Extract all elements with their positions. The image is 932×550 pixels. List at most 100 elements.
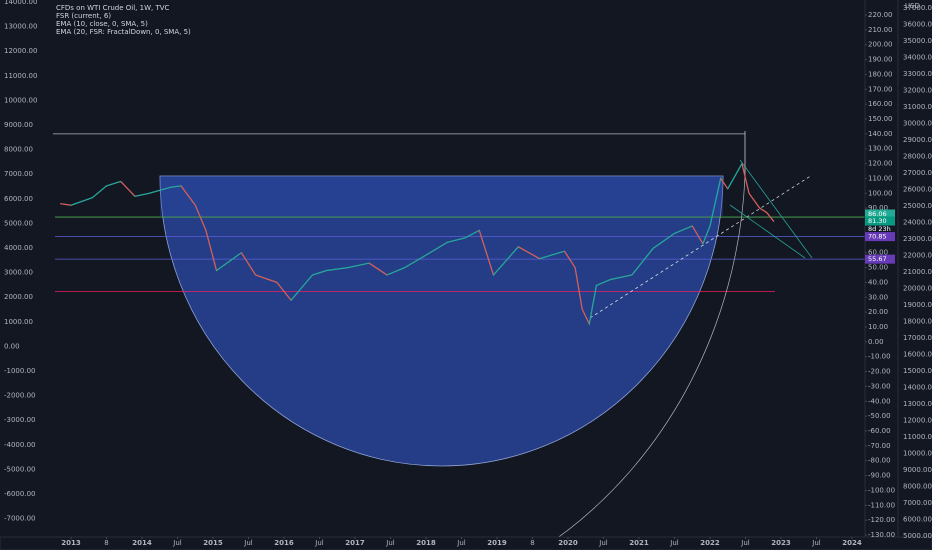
- right-axis-label: 20000.00: [903, 285, 932, 293]
- price-axis-label: 90.00: [868, 204, 888, 212]
- price-segment: [674, 225, 693, 234]
- left-axis-label: 12000.00: [4, 47, 37, 55]
- price-segment: [539, 250, 565, 260]
- price-segment: [652, 232, 675, 249]
- price-tag: [865, 232, 895, 242]
- price-segment: [60, 203, 72, 206]
- right-axis-label: 16000.00: [903, 351, 932, 359]
- price-axis-label: 150.00: [868, 115, 893, 123]
- time-axis-label: 2023: [771, 539, 791, 547]
- semicircle-drawing: [159, 175, 724, 467]
- price-segment: [596, 278, 611, 286]
- price-segment: [759, 207, 768, 214]
- price-tag: [865, 216, 895, 226]
- left-axis-label: 9000.00: [4, 121, 33, 129]
- time-axis-label: Jul: [172, 539, 182, 547]
- price-segment: [493, 246, 519, 276]
- price-segment: [240, 252, 257, 276]
- left-axis-label: 3000.00: [4, 269, 33, 277]
- price-axis-label: -10.00: [868, 353, 891, 361]
- price-axis-label: -80.00: [868, 457, 891, 465]
- time-axis-label: Jul: [811, 539, 821, 547]
- price-axis-label: 20.00: [868, 308, 888, 316]
- right-axis-label: 21000.00: [903, 268, 932, 276]
- left-axis-label: -2000.00: [4, 392, 35, 400]
- left-axis-label: 7000.00: [4, 170, 33, 178]
- price-segment: [563, 250, 576, 268]
- time-axis-label: 2015: [203, 539, 223, 547]
- price-segment: [631, 247, 654, 276]
- price-axis-label: -100.00: [868, 486, 895, 494]
- legend-title: CFDs on WTI Crude Oil, 1W, TVC: [56, 4, 170, 12]
- arc-drawing: [539, 131, 746, 550]
- left-axis-label: 4000.00: [4, 244, 33, 252]
- price-axis-label: 0.00: [868, 338, 884, 346]
- price-segment: [347, 262, 370, 269]
- price-axis-label: 130.00: [868, 145, 893, 153]
- price-segment: [120, 181, 136, 197]
- price-segment: [205, 230, 218, 271]
- price-segment: [748, 192, 761, 209]
- price-axis-label: 60.00: [868, 249, 888, 257]
- price-segment: [588, 285, 597, 325]
- right-axis-label: 5000.00: [903, 532, 932, 540]
- price-segment: [720, 178, 729, 190]
- left-axis-label: -3000.00: [4, 416, 35, 424]
- time-axis-label: 2013: [61, 539, 81, 547]
- right-axis-label: 7000.00: [903, 499, 932, 507]
- left-axis-label: 14000.00: [4, 0, 37, 6]
- left-axis-label: -7000.00: [4, 515, 35, 523]
- time-axis-label: 2022: [700, 539, 720, 547]
- right-axis-label: 34000.00: [903, 54, 932, 62]
- time-axis-bar: [0, 536, 932, 550]
- right-axis-label: 15000.00: [903, 367, 932, 375]
- price-segment: [276, 282, 292, 301]
- right-axis-label: 28000.00: [903, 153, 932, 161]
- price-segment: [709, 178, 722, 227]
- right-axis-label: 10000.00: [903, 450, 932, 458]
- time-axis-label: 2021: [629, 539, 649, 547]
- price-axis-label: 40.00: [868, 278, 888, 286]
- price-segment: [574, 267, 583, 310]
- time-axis-label: 2018: [416, 539, 436, 547]
- right-axis-label: 30000.00: [903, 120, 932, 128]
- right-axis-label: 31000.00: [903, 103, 932, 111]
- time-axis-label: 2014: [132, 539, 152, 547]
- time-axis-label: Jul: [456, 539, 466, 547]
- right-axis-label: 27000.00: [903, 169, 932, 177]
- price-segment: [255, 274, 278, 283]
- left-axis-label: -6000.00: [4, 490, 35, 498]
- price-axis-label: 140.00: [868, 130, 893, 138]
- price-axis-label: 180.00: [868, 70, 893, 78]
- right-axis-label: 8000.00: [903, 483, 932, 491]
- time-axis-label: Jul: [669, 539, 679, 547]
- time-axis-label: 2020: [558, 539, 578, 547]
- price-segment: [106, 180, 121, 187]
- right-axis-label: 17000.00: [903, 334, 932, 342]
- price-segment: [170, 185, 182, 188]
- right-axis-label: 18000.00: [903, 318, 932, 326]
- price-segment: [91, 185, 107, 199]
- left-axis-label: -4000.00: [4, 441, 35, 449]
- right-axis-label: 26000.00: [903, 186, 932, 194]
- trend-line: [589, 174, 813, 319]
- time-axis-label: Jul: [314, 539, 324, 547]
- price-axis-label: -130.00: [868, 531, 895, 539]
- right-axis-label: 12000.00: [903, 417, 932, 425]
- time-axis-label: 8: [104, 539, 108, 547]
- time-axis-label: Jul: [598, 539, 608, 547]
- left-axis-label: 13000.00: [4, 23, 37, 31]
- time-axis-label: Jul: [385, 539, 395, 547]
- price-axis-label: 120.00: [868, 160, 893, 168]
- price-axis-label: 110.00: [868, 174, 893, 182]
- right-axis-label: 11000.00: [903, 433, 932, 441]
- time-axis-label: Jul: [740, 539, 750, 547]
- price-segment: [148, 186, 171, 194]
- price-segment: [727, 163, 743, 190]
- price-axis-label: -50.00: [868, 412, 891, 420]
- price-axis-label: 100.00: [868, 189, 893, 197]
- price-axis-label: -90.00: [868, 472, 891, 480]
- left-axis-label: 0.00: [4, 342, 20, 350]
- price-axis-label: -70.00: [868, 442, 891, 450]
